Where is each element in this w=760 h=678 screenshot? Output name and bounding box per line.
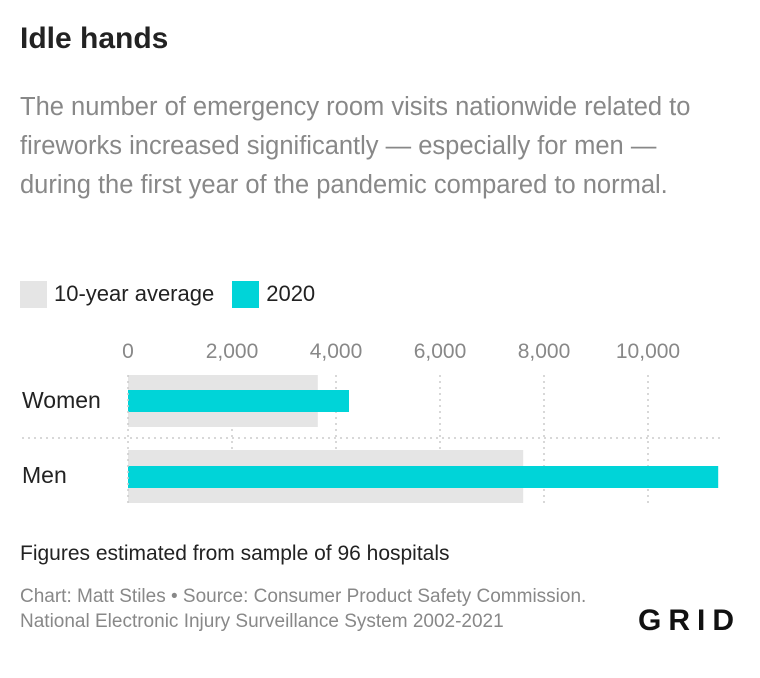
chart-source: Chart: Matt Stiles • Source: Consumer Pr… xyxy=(20,586,587,632)
x-tick-label: 6,000 xyxy=(414,340,467,363)
grid-logo: GRID xyxy=(638,604,741,634)
bar-2020 xyxy=(128,390,349,412)
chart-title: Idle hands xyxy=(20,22,169,55)
legend: 10-year average 2020 xyxy=(20,279,333,309)
bar-chart: 0 2,000 4,000 6,000 8,000 10,000 Women Men xyxy=(22,340,722,506)
x-tick-label: 0 xyxy=(122,340,134,363)
grid-logo-text: GRID xyxy=(638,604,741,634)
legend-item-2020: 2020 xyxy=(232,280,316,308)
legend-swatch-2020 xyxy=(232,280,260,308)
legend-label-average: 10-year average xyxy=(54,281,215,306)
bar-2020 xyxy=(128,466,719,488)
x-tick-label: 2,000 xyxy=(206,340,259,363)
x-tick-label: 4,000 xyxy=(310,340,363,363)
chart-subtitle: The number of emergency room visits nati… xyxy=(20,93,691,199)
category-label: Women xyxy=(22,387,101,413)
category-label: Men xyxy=(22,462,67,488)
legend-item-average: 10-year average xyxy=(20,280,215,308)
chart-note: Figures estimated from sample of 96 hosp… xyxy=(20,542,450,565)
legend-label-2020: 2020 xyxy=(266,281,316,306)
legend-swatch-average xyxy=(20,280,47,308)
x-tick-label: 10,000 xyxy=(616,340,680,363)
x-tick-label: 8,000 xyxy=(518,340,571,363)
